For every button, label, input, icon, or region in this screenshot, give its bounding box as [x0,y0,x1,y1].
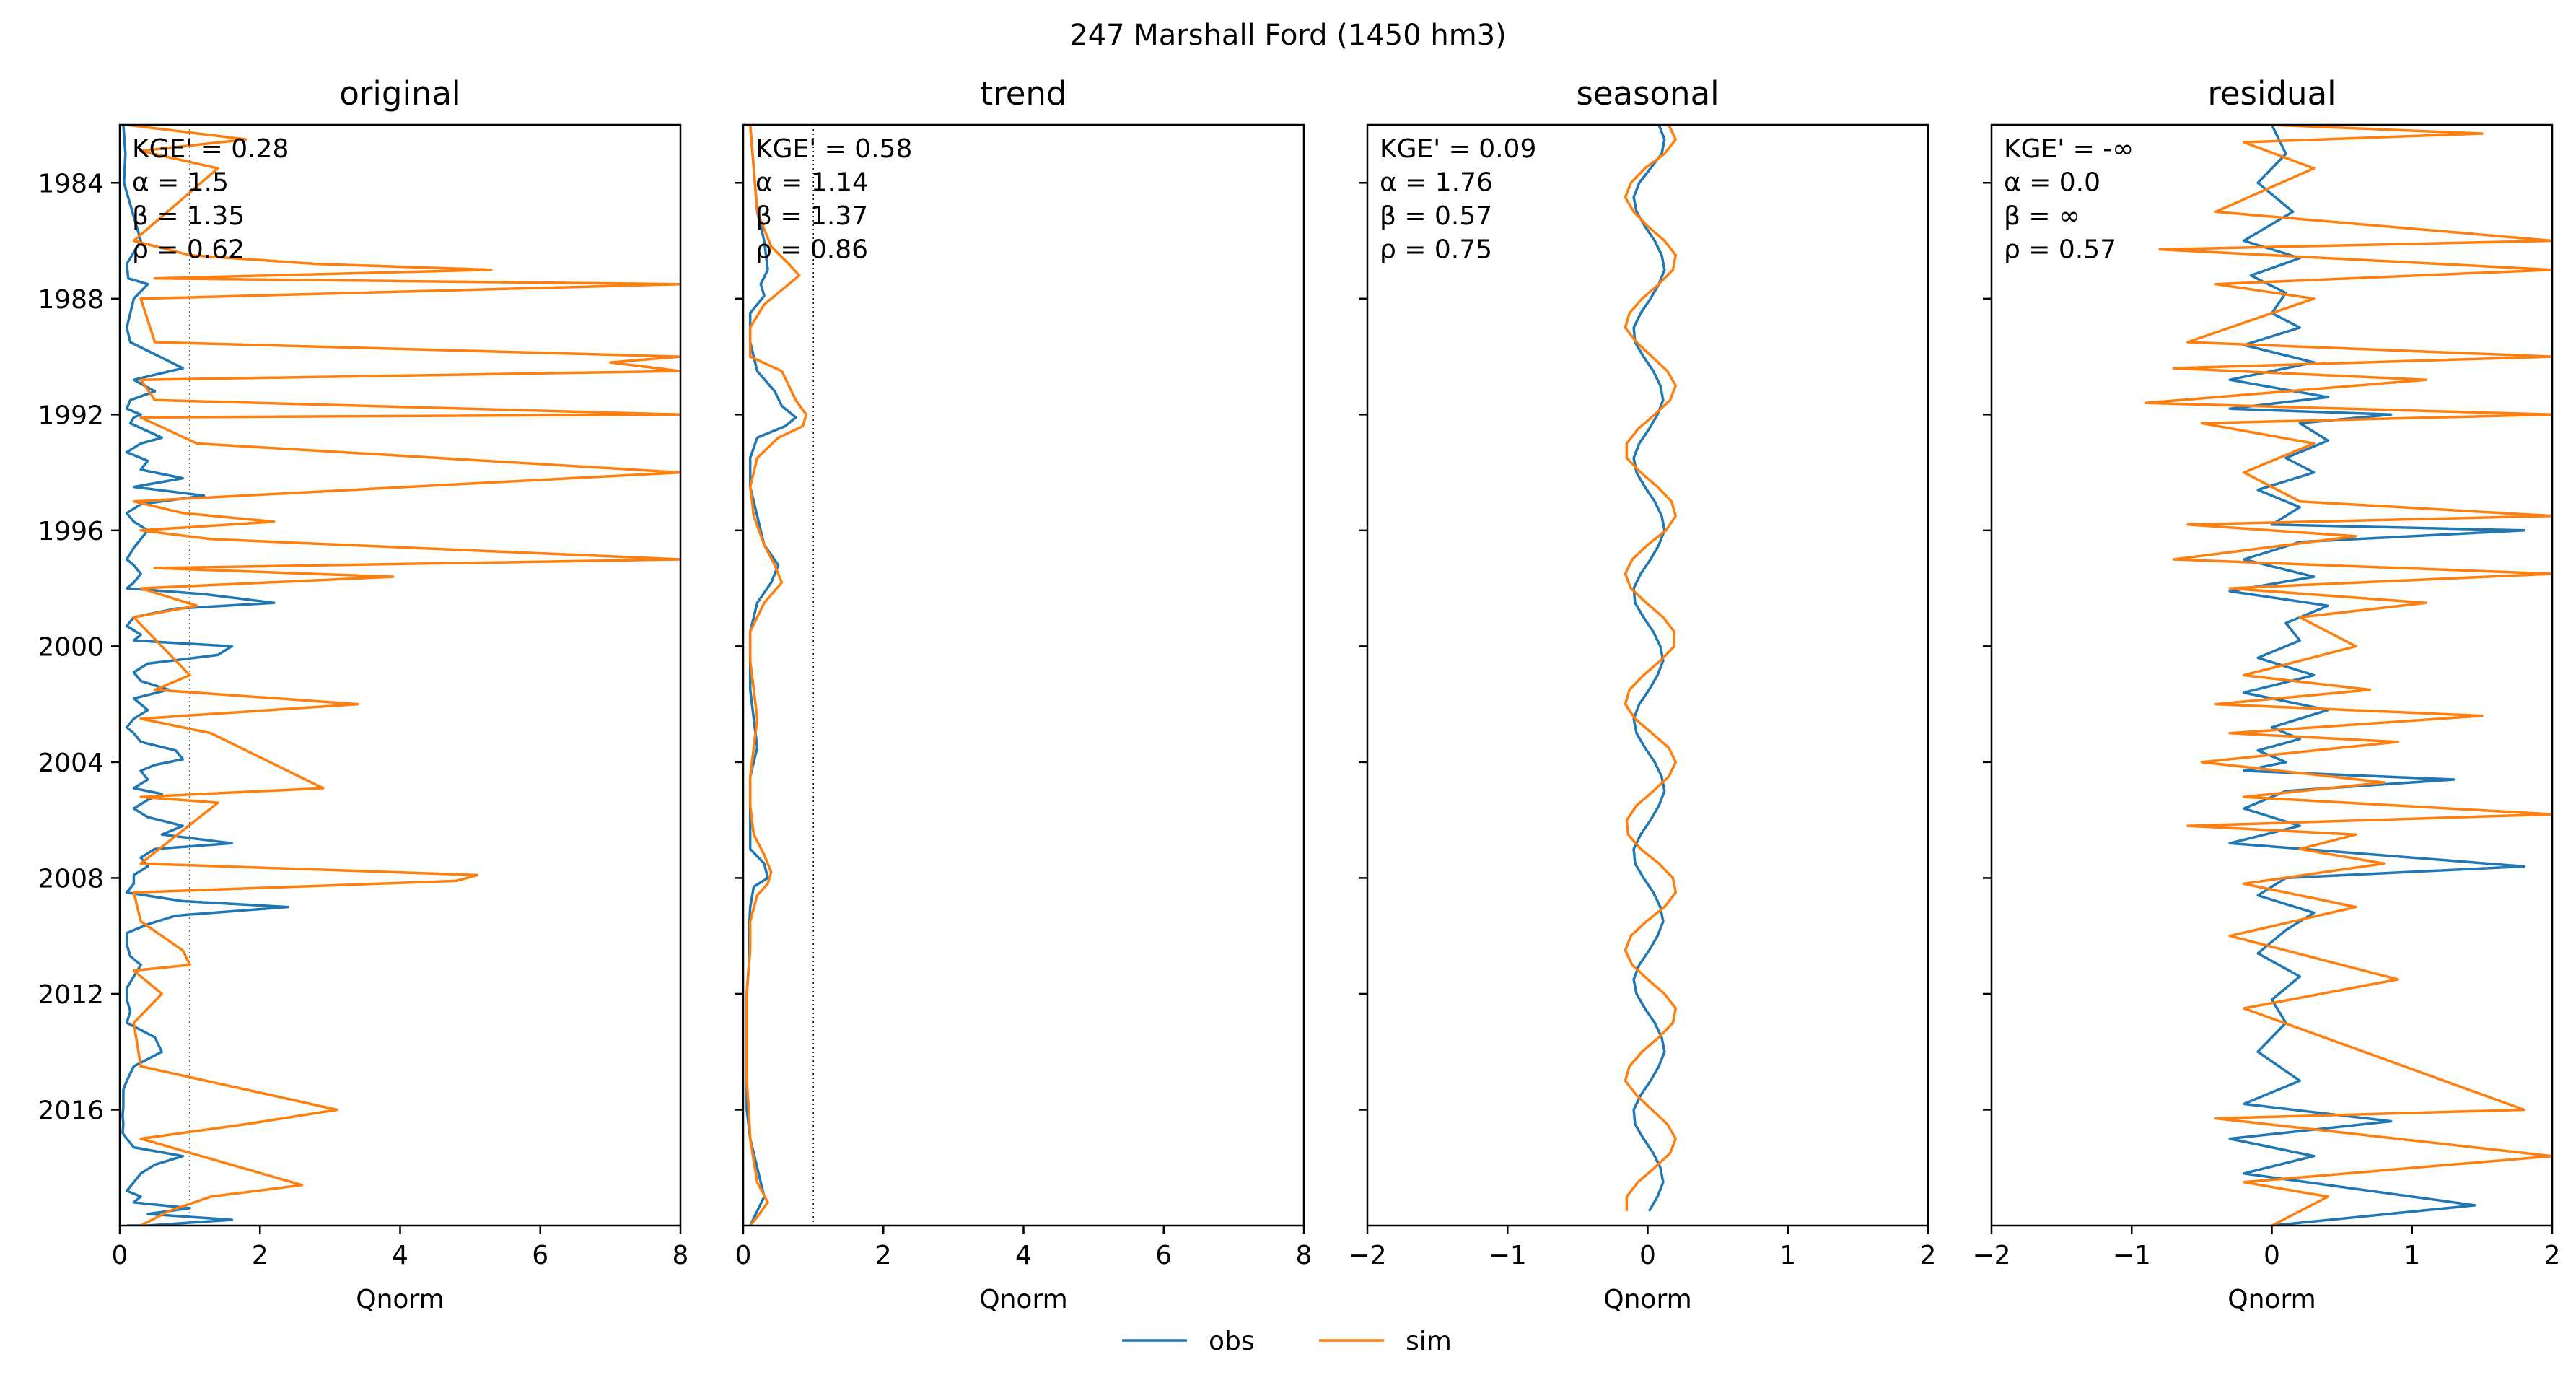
legend-sim-label: sim [1406,1327,1452,1356]
series-line-obs [121,125,289,1226]
y-tick-label: 2008 [38,864,104,894]
y-tick-label: 1992 [38,401,104,430]
x-tick-label: 2 [1920,1241,1937,1270]
metric-annotation: α = 1.14 [755,168,869,198]
y-tick-label: 1988 [38,285,104,315]
x-axis-label: Qnorm [356,1285,444,1314]
metric-annotation: α = 1.5 [132,168,229,198]
metric-annotation: ρ = 0.57 [2004,235,2116,265]
x-tick-label: 0 [2264,1241,2280,1270]
x-tick-label: 8 [673,1241,689,1270]
panel-residual: residual −2 −1 0 1 2 Qnorm KGE' = -∞ α = 0.0β = … [1972,74,2560,1314]
y-tick-label: 2016 [38,1096,104,1125]
plot-frame [1366,123,1929,1227]
metric-annotation: ρ = 0.75 [1380,235,1492,265]
series-line-obs [1632,125,1666,1212]
panel-title: original [339,74,460,113]
series-line-sim [1624,125,1678,1211]
series-group [1624,125,1678,1212]
y-tick-label: 1996 [38,517,104,546]
x-tick-label: −2 [1348,1241,1386,1270]
x-tick-label: 0 [112,1241,128,1270]
panel-seasonal: seasonal −2 −1 0 1 2 Qnorm KGE' = 0.09 α = 1.76β… [1348,74,1936,1314]
series-line-sim [2144,125,2552,1226]
metric-annotation: β = 0.57 [1380,201,1492,231]
metric-annotation: β = 1.37 [755,201,868,231]
x-axis-label: Qnorm [979,1285,1067,1314]
x-tick-label: −2 [1972,1241,2010,1270]
x-tick-label: 6 [1155,1241,1172,1270]
x-tick-label: 4 [1015,1241,1032,1270]
x-tick-label: 6 [532,1241,548,1270]
panel-original: original 0 2 4 6 8 Qnorm 1984 1988 1992 1996 2000 20… [38,74,688,1314]
x-tick-label: 2 [2544,1241,2561,1270]
y-tick-label: 2004 [38,748,104,778]
metric-annotation: α = 0.0 [2004,168,2100,198]
metric-annotation: β = ∞ [2004,201,2080,231]
metric-annotation: α = 1.76 [1380,168,1493,198]
x-tick-label: −1 [2113,1241,2151,1270]
series-line-obs [2228,125,2525,1226]
metric-annotation: ρ = 0.62 [132,235,245,265]
panel-title: seasonal [1576,74,1719,113]
figure-title: 247 Marshall Ford (1450 hm3) [1069,19,1507,52]
metric-annotation: KGE' = -∞ [2004,134,2134,164]
y-tick-label: 1984 [38,169,104,198]
series-line-obs [745,125,797,1226]
x-tick-label: 1 [2404,1241,2420,1270]
plot-frame [742,123,1305,1227]
legend: obs sim [1122,1327,1452,1356]
metric-annotation: KGE' = 0.58 [755,134,912,164]
series-line-sim [745,125,808,1226]
x-axis-label: Qnorm [1603,1285,1691,1314]
metric-annotation: KGE' = 0.28 [132,134,289,164]
metric-annotation: KGE' = 0.09 [1380,134,1536,164]
series-group [745,125,808,1226]
x-tick-label: 2 [252,1241,268,1270]
x-axis-label: Qnorm [2227,1285,2316,1314]
metric-annotation: β = 1.35 [132,201,245,231]
y-tick-label: 2000 [38,632,104,662]
metric-annotation: ρ = 0.86 [755,235,868,265]
x-tick-label: −1 [1489,1241,1527,1270]
x-tick-label: 4 [392,1241,408,1270]
series-group [121,125,680,1226]
series-group [2144,125,2552,1226]
legend-obs-label: obs [1209,1327,1255,1356]
x-tick-label: 1 [1779,1241,1796,1270]
x-tick-label: 2 [875,1241,892,1270]
x-tick-label: 8 [1296,1241,1313,1270]
y-tick-label: 2012 [38,980,104,1010]
plot-frame [118,123,682,1227]
x-tick-label: 0 [1639,1241,1656,1270]
series-line-sim [126,125,680,1226]
panel-title: residual [2207,74,2336,113]
panel-title: trend [981,74,1067,113]
x-tick-label: 0 [735,1241,752,1270]
panel-trend: trend 0 2 4 6 8 Qnorm KGE' = 0.58 α = 1.14β = 1.… [735,74,1312,1314]
